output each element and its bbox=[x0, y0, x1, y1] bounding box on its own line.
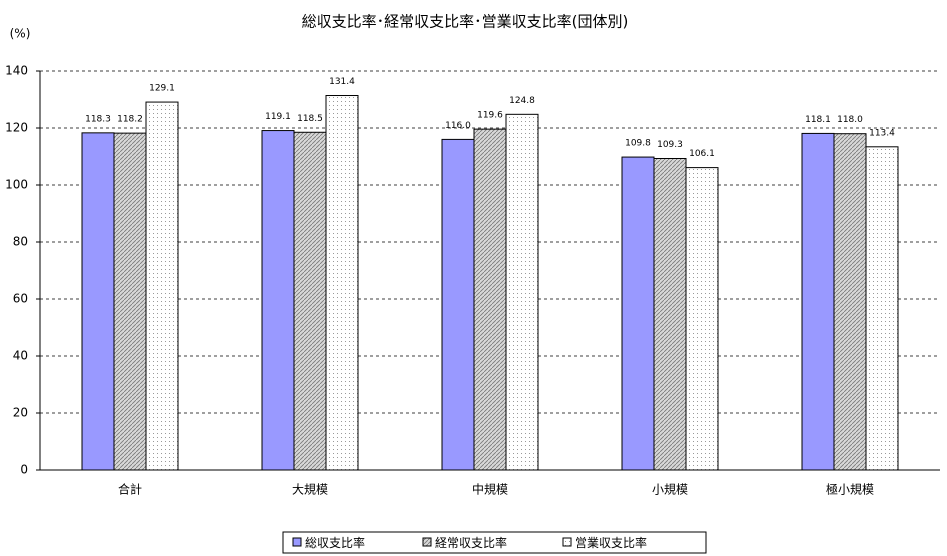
legend-label: 経常収支比率 bbox=[435, 535, 507, 550]
y-tick-label: 140 bbox=[5, 64, 28, 78]
bar bbox=[801, 132, 835, 471]
legend-swatch bbox=[292, 537, 302, 547]
legend-label: 営業収支比率 bbox=[575, 535, 647, 550]
bar bbox=[145, 101, 179, 471]
x-tick-label: 小規模 bbox=[652, 482, 688, 497]
y-tick-label: 0 bbox=[20, 463, 28, 477]
y-axis-label: (%) bbox=[10, 27, 31, 41]
y-tick-label: 120 bbox=[5, 121, 28, 135]
value-label: 118.3 bbox=[85, 114, 111, 124]
bar bbox=[81, 132, 115, 471]
value-label: 113.4 bbox=[869, 128, 895, 138]
value-label: 118.1 bbox=[805, 115, 831, 125]
y-tick-label: 20 bbox=[13, 406, 28, 420]
value-label: 124.8 bbox=[509, 96, 535, 106]
legend-box bbox=[282, 531, 707, 554]
chart-title: 総収支比率･経常収支比率･営業収支比率(団体別) bbox=[302, 13, 629, 31]
bar bbox=[621, 156, 655, 471]
value-label: 119.6 bbox=[477, 111, 503, 121]
x-tick-label: 中規模 bbox=[472, 482, 508, 497]
value-label: 116.0 bbox=[445, 121, 471, 131]
y-tick-label: 100 bbox=[5, 178, 28, 192]
bar bbox=[293, 131, 327, 471]
value-label: 131.4 bbox=[329, 77, 355, 87]
x-tick-label: 大規模 bbox=[292, 482, 328, 497]
y-tick-label: 60 bbox=[13, 292, 28, 306]
value-label: 118.5 bbox=[297, 114, 323, 124]
value-label: 109.8 bbox=[625, 139, 651, 149]
bar bbox=[685, 167, 719, 471]
value-label: 106.1 bbox=[689, 149, 715, 159]
legend-swatch bbox=[422, 537, 432, 547]
x-tick-label: 合計 bbox=[118, 482, 142, 497]
bar bbox=[261, 130, 295, 471]
value-label: 118.0 bbox=[837, 115, 863, 125]
value-label: 109.3 bbox=[657, 140, 683, 150]
bar bbox=[833, 133, 867, 471]
y-tick-label: 80 bbox=[13, 235, 28, 249]
bar bbox=[505, 113, 539, 471]
bar bbox=[113, 132, 147, 471]
legend-swatch bbox=[562, 537, 572, 547]
y-tick-label: 40 bbox=[13, 349, 28, 363]
bar bbox=[865, 146, 899, 471]
x-tick-label: 極小規模 bbox=[826, 482, 874, 497]
value-label: 118.2 bbox=[117, 115, 143, 125]
value-label: 119.1 bbox=[265, 112, 291, 122]
value-label: 129.1 bbox=[149, 84, 175, 94]
legend-label: 総収支比率 bbox=[305, 535, 365, 550]
bar bbox=[653, 157, 687, 471]
bar bbox=[473, 128, 507, 471]
bar bbox=[325, 95, 359, 471]
bar bbox=[441, 138, 475, 471]
